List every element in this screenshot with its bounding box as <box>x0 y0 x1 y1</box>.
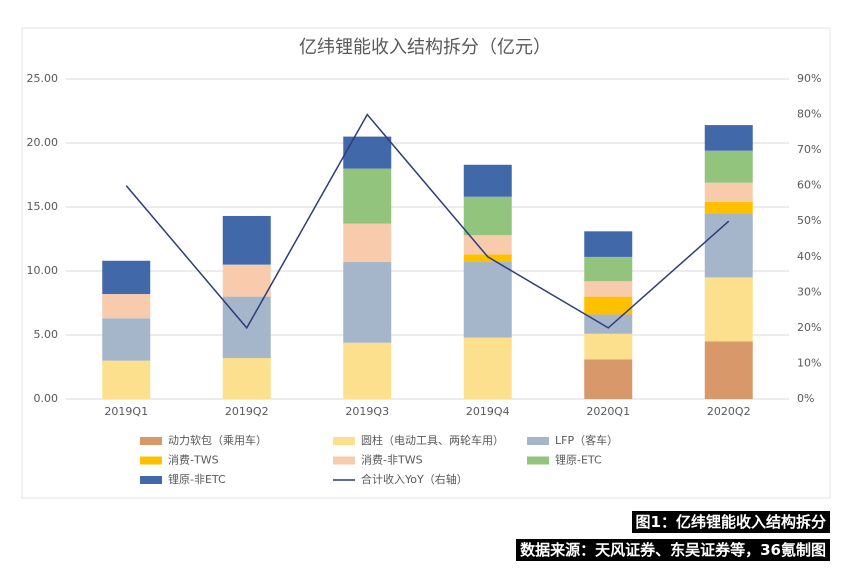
y-tick-label: 10.00 <box>27 264 59 277</box>
bar-segment <box>463 235 512 255</box>
x-tick-label: 2019Q2 <box>225 405 269 418</box>
bar-segment <box>584 314 633 334</box>
bar-segment <box>102 360 151 399</box>
x-tick-label: 2020Q1 <box>586 405 630 418</box>
bar-segment <box>343 168 392 224</box>
bar-segment <box>584 256 633 282</box>
bar-segment <box>343 223 392 263</box>
legend-label: 消费-非TWS <box>361 453 423 467</box>
x-tick-label: 2019Q4 <box>466 405 510 418</box>
bar-segment <box>463 254 512 263</box>
bar-segment <box>704 125 753 151</box>
y2-tick-label: 80% <box>797 108 821 121</box>
bar-segment <box>704 213 753 278</box>
y-tick-label: 15.00 <box>27 200 59 213</box>
legend-label: 锂原-ETC <box>555 453 602 467</box>
legend-swatch <box>140 456 162 465</box>
bar-segment <box>463 337 512 399</box>
y2-tick-label: 40% <box>797 250 821 263</box>
bar-segment <box>343 136 392 169</box>
bar-segment <box>463 164 512 197</box>
caption: 图1：亿纬锂能收入结构拆分 <box>631 511 830 533</box>
y2-tick-label: 50% <box>797 214 821 227</box>
legend-swatch <box>140 437 162 445</box>
bar-segment <box>463 262 512 338</box>
x-tick-label: 2019Q3 <box>345 405 389 418</box>
bar-segment <box>222 215 271 265</box>
bar-segment <box>584 333 633 360</box>
y-tick-label: 20.00 <box>27 136 59 149</box>
y-tick-label: 0.00 <box>34 392 59 405</box>
x-tick-label: 2020Q2 <box>707 405 751 418</box>
y2-tick-label: 10% <box>797 356 821 369</box>
bar-segment <box>222 358 271 399</box>
bar-segment <box>584 231 633 257</box>
chart: 亿纬锂能收入结构拆分（亿元） 0.00 5.00 10.00 15.00 20.00 25… <box>21 27 831 499</box>
legend-swatch <box>527 456 549 465</box>
legend-label: 锂原-非ETC <box>168 472 226 486</box>
x-tick-label: 2019Q1 <box>104 405 148 418</box>
bar-segment <box>102 294 151 319</box>
caption: 数据来源：天风证券、东吴证券等，36氪制图 <box>516 539 830 561</box>
y2-tick-label: 90% <box>797 72 821 85</box>
bar-segment <box>584 281 633 297</box>
bar-segment <box>222 264 271 297</box>
y2-tick-label: 20% <box>797 321 821 334</box>
bar-segment <box>343 262 392 343</box>
line <box>125 113 730 330</box>
bar-segment <box>343 342 392 399</box>
chart-title: 亿纬锂能收入结构拆分（亿元） <box>299 37 551 58</box>
y-tick-label: 5.00 <box>34 328 59 341</box>
bar-segment <box>463 196 512 236</box>
legend-swatch <box>333 456 355 465</box>
legend-swatch <box>140 476 162 484</box>
legend-label: 合计收入YoY（右轴） <box>361 472 468 486</box>
y2-tick-label: 30% <box>797 285 821 298</box>
legend-swatch <box>527 437 549 445</box>
bar-segment <box>704 277 753 342</box>
chart-frame <box>21 27 831 499</box>
legend-label: 消费-TWS <box>168 453 219 467</box>
legend-label: LFP（客车） <box>555 433 618 447</box>
bar-segment <box>584 359 633 399</box>
bar-segment <box>704 341 753 399</box>
legend-swatch <box>333 437 355 445</box>
y2-tick-label: 0% <box>797 392 814 405</box>
legend-label: 动力软包（乘用车） <box>168 433 267 447</box>
y2-tick-label: 60% <box>797 179 821 192</box>
y-tick-label: 25.00 <box>27 72 59 85</box>
legend-label: 圆柱（电动工具、两轮车用） <box>361 433 504 447</box>
bar-segment <box>584 296 633 315</box>
bar-segment <box>704 201 753 214</box>
bar-segment <box>704 150 753 183</box>
y2-tick-label: 70% <box>797 143 821 156</box>
bar-segment <box>704 182 753 202</box>
bar-segment <box>102 260 151 295</box>
bar-segment <box>102 318 151 361</box>
